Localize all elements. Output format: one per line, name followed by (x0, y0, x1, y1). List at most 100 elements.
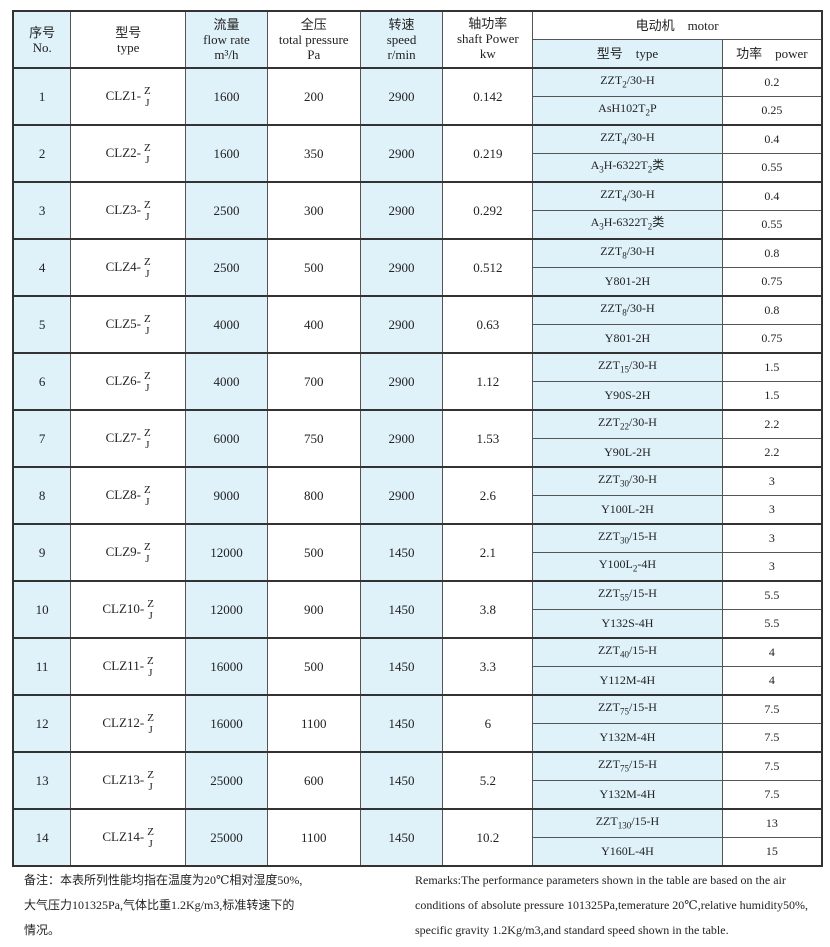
row-no: 5 (12, 295, 72, 354)
table-row: 3 CLZ3- Z J 2500 300 2900 0.292 ZZT4/30-H 0.4 (12, 181, 823, 240)
type-name: CLZ2- (105, 144, 142, 160)
motor-type: Y801-2H (532, 267, 723, 297)
row-type: CLZ4- Z J (70, 238, 187, 297)
row-shaft-power: 0.292 (442, 181, 534, 240)
table-row: 10 CLZ10- Z J 12000 900 1450 3.8 ZZT55/15-H 5.5 (12, 580, 823, 639)
header-no: 序号 No. (12, 10, 72, 69)
row-flow: 16000 (185, 694, 268, 753)
row-pressure: 1100 (266, 808, 361, 867)
row-no: 8 (12, 466, 72, 525)
motor-type-text: ZZT (600, 300, 623, 315)
row-speed: 2900 (359, 295, 444, 354)
motor-type: A3H-6322T2类 (532, 210, 723, 240)
type-name: CLZ7- (105, 429, 142, 445)
motor-type-text: P (650, 100, 657, 115)
row-flow: 16000 (185, 637, 268, 696)
row-type: CLZ13- Z J (70, 751, 187, 810)
motor-type-text: -4H (637, 556, 657, 571)
motor-power: 0.25 (721, 96, 823, 126)
motor-type-text: Y100L (598, 556, 633, 571)
table-subrow: Y90L-2H 2.2 (13, 438, 823, 468)
motor-type: ZZT4/30-H (532, 181, 723, 211)
row-type: CLZ12- Z J (70, 694, 187, 753)
row-speed: 2900 (359, 238, 444, 297)
motor-type-subscript: 40 (619, 649, 629, 660)
table-row: 7 CLZ7- Z J 6000 750 2900 1.53 ZZT22/30-H 2.2 (12, 409, 823, 468)
motor-type-text: /30-H (626, 300, 655, 315)
motor-type-text: /15-H (628, 528, 657, 543)
row-speed: 1450 (359, 580, 444, 639)
row-speed: 2900 (359, 124, 444, 183)
table-subrow: Y132S-4H 5.5 (13, 609, 823, 639)
motor-type: Y132M-4H (532, 723, 723, 753)
motor-power: 3 (721, 495, 823, 525)
remark-line: 备注：本表所列性能均指在温度为20℃相对湿度50%, (24, 873, 303, 887)
row-pressure: 500 (266, 238, 361, 297)
table-subrow: Y100L-2H 3 (13, 495, 823, 525)
motor-type: ZZT75/15-H (532, 694, 723, 724)
row-flow: 4000 (185, 352, 268, 411)
row-shaft-power: 0.63 (442, 295, 534, 354)
motor-type-text: Y160L-4H (601, 844, 654, 858)
row-shaft-power: 3.8 (442, 580, 534, 639)
row-type: CLZ10- Z J (70, 580, 187, 639)
row-pressure: 300 (266, 181, 361, 240)
motor-power: 0.55 (721, 153, 823, 183)
type-name: CLZ14- (102, 828, 145, 844)
motor-type-text: Y112M-4H (599, 673, 656, 687)
motor-type-subscript: 2 (647, 164, 653, 175)
motor-power: 7.5 (721, 694, 823, 724)
table-subrow: Y801-2H 0.75 (13, 324, 823, 354)
type-name: CLZ5- (105, 315, 142, 331)
row-shaft-power: 2.6 (442, 466, 534, 525)
motor-power: 0.55 (721, 210, 823, 240)
table-row: 6 CLZ6- Z J 4000 700 2900 1.12 ZZT15/30-H 1.5 (12, 352, 823, 411)
table-subrow: Y100L2-4H 3 (13, 552, 823, 582)
header-motor: 电动机 motor (532, 10, 823, 40)
motor-type-text: ZZT (595, 813, 618, 828)
motor-power: 0.8 (721, 238, 823, 268)
motor-type-text: /30-H (628, 414, 657, 429)
row-shaft-power: 0.142 (442, 67, 534, 126)
table-row: 9 CLZ9- Z J 12000 500 1450 2.1 ZZT30/15-H 3 (12, 523, 823, 582)
row-shaft-power: 5.2 (442, 751, 534, 810)
table-subrow: Y132M-4H 7.5 (13, 723, 823, 753)
header-type: 型号 type (70, 10, 187, 69)
motor-type-text: /15-H (631, 813, 660, 828)
row-type: CLZ14- Z J (70, 808, 187, 867)
motor-type: ZZT55/15-H (532, 580, 723, 610)
type-name: CLZ12- (102, 714, 145, 730)
motor-type-subscript: 8 (622, 307, 627, 318)
motor-type: ZZT30/30-H (532, 466, 723, 496)
table-row: 12 CLZ12- Z J 16000 1100 1450 6 ZZT75/15-H 7.5 (12, 694, 823, 753)
remarks-english: Remarks:The performance parameters shown… (415, 868, 825, 943)
motor-type-text: AsH102T (598, 100, 646, 115)
row-speed: 2900 (359, 181, 444, 240)
row-flow: 25000 (185, 808, 268, 867)
motor-power: 0.75 (721, 267, 823, 297)
motor-type-subscript: 55 (619, 592, 629, 603)
motor-power: 3 (721, 466, 823, 496)
header-shaft-power: 轴功率 shaft Power kw (442, 10, 534, 69)
row-no: 3 (12, 181, 72, 240)
motor-type-text: 类 (652, 214, 665, 229)
motor-power: 3 (721, 552, 823, 582)
motor-type-text: Y90S-2H (604, 388, 651, 402)
row-no: 14 (12, 808, 72, 867)
row-no: 11 (12, 637, 72, 696)
row-type: CLZ11- Z J (70, 637, 187, 696)
row-flow: 9000 (185, 466, 268, 525)
motor-power: 2.2 (721, 409, 823, 439)
type-name: CLZ3- (105, 201, 142, 217)
motor-type-text: Y801-2H (604, 331, 651, 345)
row-flow: 12000 (185, 580, 268, 639)
row-flow: 2500 (185, 181, 268, 240)
row-no: 12 (12, 694, 72, 753)
row-speed: 2900 (359, 67, 444, 126)
